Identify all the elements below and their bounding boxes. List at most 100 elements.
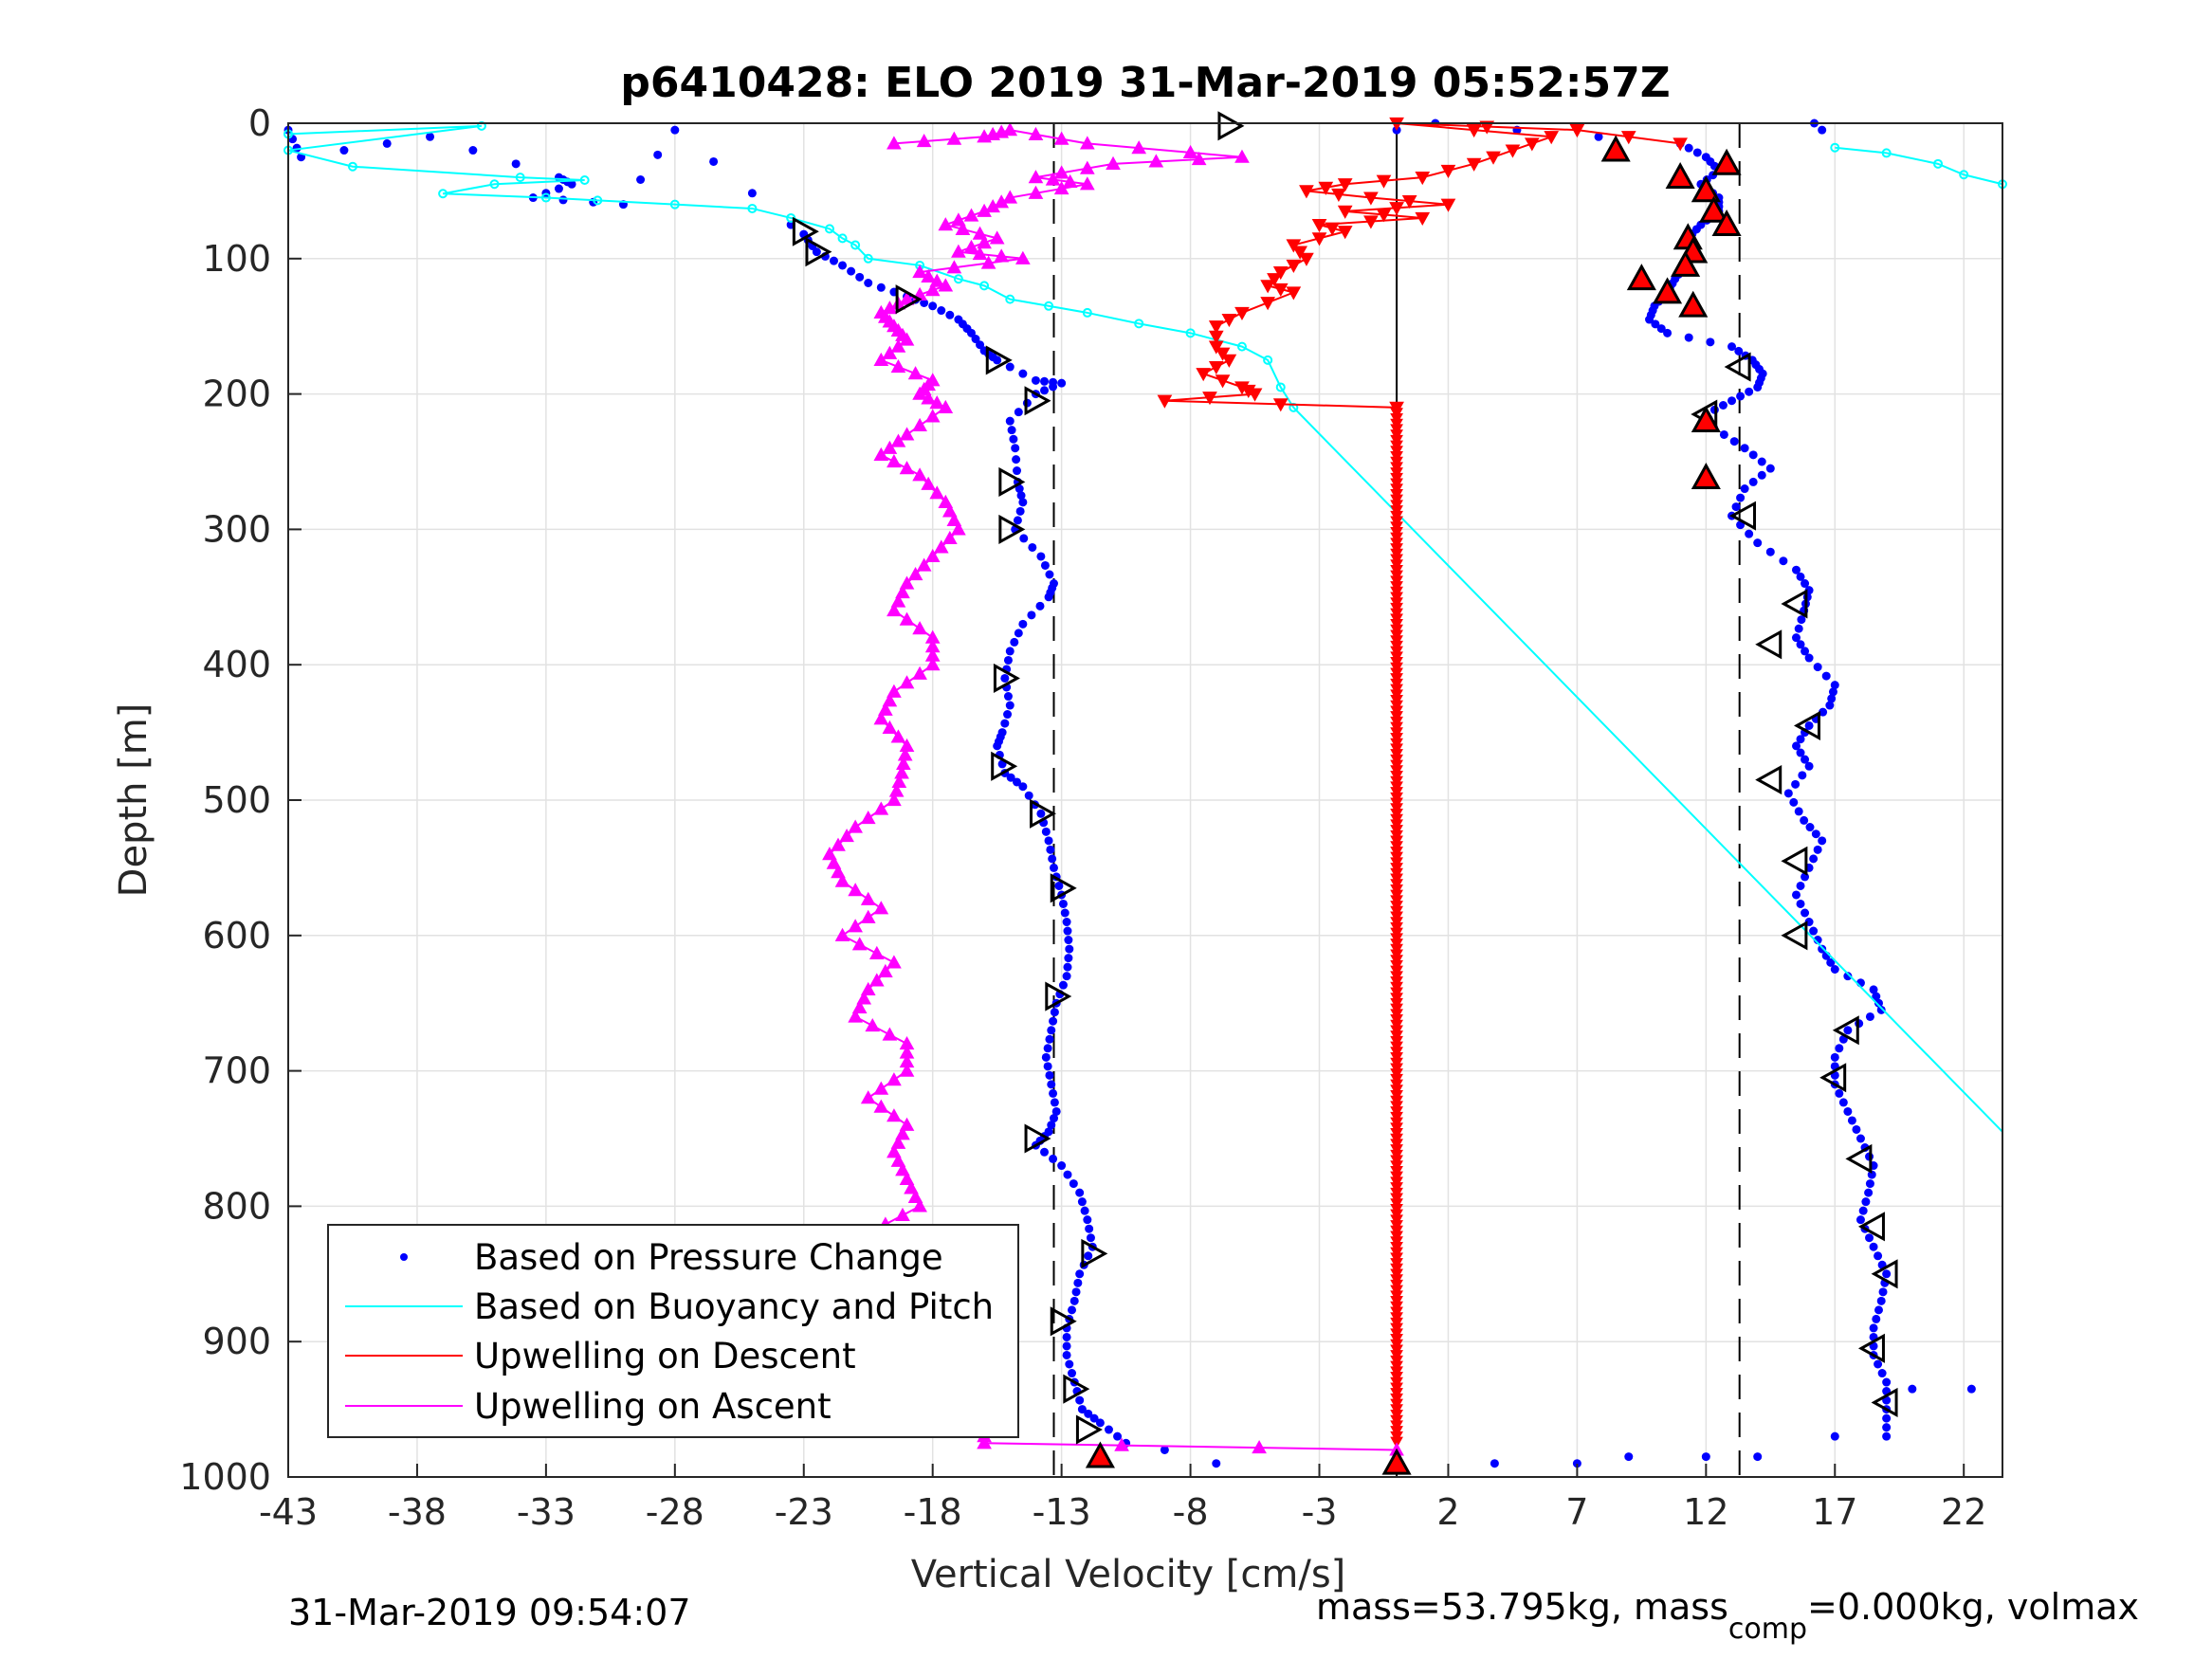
descent-upwelling-marker bbox=[1337, 205, 1353, 219]
ascent-upwelling-marker bbox=[882, 1027, 898, 1041]
pressure-change-point bbox=[1068, 1305, 1077, 1315]
ascent-upwelling-marker bbox=[1079, 176, 1095, 191]
pressure-change-point bbox=[1015, 506, 1025, 516]
pressure-change-point bbox=[1791, 633, 1801, 643]
pressure-change-point bbox=[1825, 701, 1835, 710]
ascent-open-triangle bbox=[1755, 629, 1782, 660]
ascent-upwelling-marker bbox=[848, 919, 863, 933]
pressure-change-point bbox=[1063, 1170, 1072, 1179]
ascent-upwelling-marker bbox=[924, 657, 941, 671]
plot-area bbox=[283, 111, 2007, 1477]
ascent-upwelling-marker bbox=[890, 729, 906, 743]
ascent-upwelling-marker bbox=[848, 1009, 863, 1023]
pressure-change-point bbox=[1882, 1423, 1892, 1432]
pressure-change-point bbox=[1065, 944, 1074, 954]
pressure-change-point bbox=[976, 340, 985, 350]
descent-upwelling-marker bbox=[1479, 120, 1495, 135]
pressure-change-point bbox=[1791, 565, 1801, 574]
pressure-change-point bbox=[1016, 491, 1026, 501]
ascent-upwelling-marker bbox=[887, 603, 902, 617]
x-tick-label: 22 bbox=[1941, 1491, 1986, 1533]
pressure-change-point bbox=[1865, 1233, 1874, 1243]
pressure-change-point bbox=[1049, 1088, 1058, 1098]
ascent-upwelling-marker bbox=[894, 765, 909, 779]
pressure-change-point bbox=[1818, 836, 1827, 846]
pressure-change-point bbox=[920, 298, 929, 307]
pressure-change-point bbox=[382, 138, 392, 148]
pressure-change-point bbox=[1796, 748, 1805, 757]
footer-mass-suffix: =0.000kg, volmax bbox=[1807, 1586, 2139, 1628]
pressure-change-point bbox=[1104, 1425, 1113, 1434]
ascent-upwelling-marker bbox=[989, 230, 1005, 245]
pressure-change-point bbox=[1075, 1269, 1085, 1279]
pressure-change-point bbox=[1818, 125, 1827, 135]
pressure-change-point bbox=[1796, 572, 1805, 581]
descent-open-triangle bbox=[805, 237, 832, 267]
buoyancy-pitch-point bbox=[579, 174, 590, 185]
pressure-change-point bbox=[1084, 1251, 1093, 1261]
ascent-upwelling-marker bbox=[929, 273, 945, 287]
pressure-change-point bbox=[636, 175, 646, 184]
pressure-change-point bbox=[1085, 1224, 1094, 1233]
pressure-change-point bbox=[1018, 498, 1028, 507]
pressure-change-point bbox=[1490, 1459, 1499, 1468]
descent-upwelling-marker bbox=[1221, 313, 1237, 328]
pressure-change-point bbox=[1009, 434, 1018, 444]
pressure-change-point bbox=[1794, 624, 1803, 633]
ascent-upwelling-marker bbox=[822, 847, 837, 861]
pressure-change-point bbox=[1757, 457, 1766, 466]
pressure-change-point bbox=[1045, 1070, 1054, 1080]
pressure-change-point bbox=[1064, 954, 1073, 963]
x-tick-label: 12 bbox=[1683, 1491, 1728, 1533]
ascent-upwelling-marker bbox=[873, 447, 889, 461]
pressure-change-point bbox=[1876, 1296, 1886, 1305]
pressure-change-point bbox=[1874, 1251, 1883, 1261]
pressure-change-point bbox=[1865, 1179, 1874, 1189]
pressure-change-point bbox=[1791, 741, 1801, 751]
ascent-upwelling-marker bbox=[1028, 185, 1044, 199]
ascent-filled-triangle bbox=[1711, 210, 1742, 236]
x-tick-label: 7 bbox=[1565, 1491, 1588, 1533]
pressure-change-point bbox=[1796, 640, 1805, 649]
ascent-upwelling-marker bbox=[826, 855, 842, 869]
ascent-upwelling-marker bbox=[929, 485, 945, 500]
ascent-upwelling-marker bbox=[1106, 155, 1121, 170]
pressure-change-point bbox=[1003, 692, 1013, 702]
ascent-upwelling-marker bbox=[1114, 1437, 1129, 1451]
buoyancy-pitch-point bbox=[1830, 142, 1840, 153]
ascent-upwelling-marker bbox=[888, 783, 905, 797]
ascent-upwelling-marker bbox=[873, 801, 889, 815]
pressure-change-point bbox=[1753, 538, 1763, 548]
ascent-upwelling-marker bbox=[924, 283, 941, 297]
ascent-upwelling-marker bbox=[887, 1072, 902, 1086]
pressure-change-point bbox=[1874, 1305, 1883, 1315]
pressure-change-point bbox=[1049, 1114, 1058, 1123]
pressure-change-point bbox=[1077, 1197, 1087, 1207]
descent-upwelling-marker bbox=[1157, 394, 1173, 409]
pressure-change-point bbox=[1006, 773, 1015, 782]
pressure-change-point bbox=[1060, 908, 1069, 918]
ascent-upwelling-marker bbox=[899, 611, 915, 626]
pressure-change-point bbox=[1701, 1452, 1710, 1462]
ascent-upwelling-marker bbox=[882, 693, 898, 707]
pressure-change-point bbox=[1835, 1088, 1844, 1098]
pressure-change-point bbox=[1028, 542, 1037, 552]
ascent-upwelling-marker bbox=[873, 1099, 889, 1113]
pressure-change-point bbox=[1856, 1134, 1865, 1143]
pressure-change-point bbox=[1049, 1154, 1058, 1163]
pressure-change-point bbox=[558, 195, 568, 205]
descent-upwelling-marker bbox=[1524, 137, 1540, 152]
pressure-change-point bbox=[468, 146, 478, 155]
legend-label-descent: Upwelling on Descent bbox=[474, 1336, 856, 1376]
pressure-change-point bbox=[1054, 881, 1064, 890]
pressure-change-point bbox=[1867, 1170, 1876, 1179]
ascent-upwelling-marker bbox=[899, 675, 915, 689]
pressure-change-point bbox=[1043, 1062, 1052, 1071]
pressure-change-point bbox=[1624, 1452, 1634, 1462]
pressure-change-point bbox=[1040, 386, 1050, 395]
pressure-change-point bbox=[1830, 1052, 1839, 1062]
pressure-change-point bbox=[1801, 755, 1810, 764]
ascent-filled-triangle bbox=[1671, 249, 1701, 277]
pressure-change-point bbox=[1869, 1242, 1878, 1251]
x-tick-label: -8 bbox=[1173, 1491, 1209, 1533]
